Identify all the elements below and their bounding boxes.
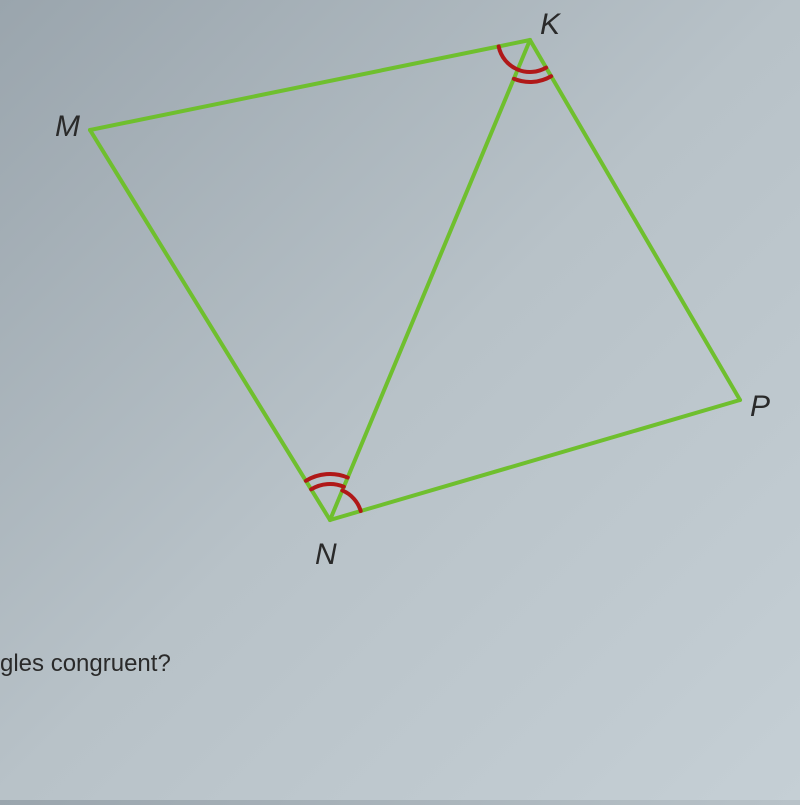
geometry-diagram: M K N P gles congruent?	[0, 0, 800, 800]
vertex-label-p: P	[750, 390, 770, 424]
vertex-label-k: K	[540, 8, 560, 42]
vertex-label-m: M	[55, 110, 80, 144]
question-text-fragment: gles congruent?	[0, 650, 171, 678]
vertex-label-n: N	[315, 538, 337, 572]
diagram-svg	[0, 0, 800, 800]
